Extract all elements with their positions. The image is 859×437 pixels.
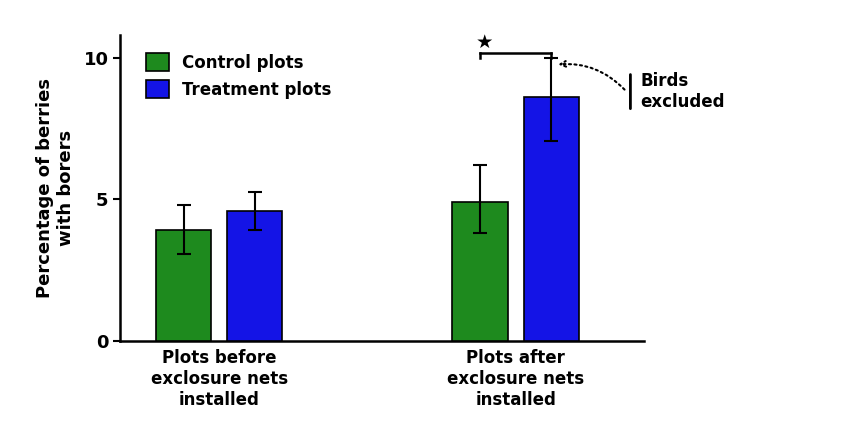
Bar: [227, 211, 283, 341]
Legend: Control plots, Treatment plots: Control plots, Treatment plots: [139, 46, 338, 105]
Bar: [155, 230, 211, 341]
Text: ★: ★: [475, 33, 493, 52]
Bar: [453, 202, 508, 341]
Y-axis label: Percentage of berries
with borers: Percentage of berries with borers: [36, 78, 75, 298]
Text: Birds
excluded: Birds excluded: [640, 72, 725, 111]
Bar: [524, 97, 579, 341]
